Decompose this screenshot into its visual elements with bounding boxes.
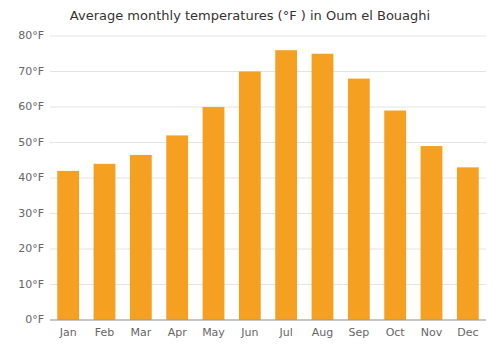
title: Average monthly temperatures (°F ) in Ou…	[70, 8, 430, 23]
grid-line	[50, 320, 486, 321]
bar	[94, 164, 116, 320]
grid-line	[50, 71, 486, 72]
y-tick-label: 20°F	[18, 242, 44, 255]
chart: 0°F 10°F 20°F 30°F 40°F 50°F 60°F 70°F 80°F Jan Fe…	[0, 0, 500, 350]
bar	[130, 155, 152, 320]
y-tick-label: 70°F	[18, 65, 44, 78]
bar	[166, 135, 188, 320]
grid-line	[50, 107, 486, 108]
bar	[312, 54, 334, 320]
bar	[203, 107, 225, 320]
x-tick-label: Jul	[279, 326, 293, 339]
bar	[57, 171, 79, 320]
bar	[457, 167, 479, 320]
y-tick-label: 50°F	[18, 136, 44, 149]
x-tick-label: Nov	[421, 326, 443, 339]
bar	[348, 79, 370, 320]
bars	[57, 50, 478, 320]
x-tick-label: Oct	[386, 326, 406, 339]
y-tick-label: 0°F	[25, 313, 44, 326]
x-tick-label: Apr	[168, 326, 188, 339]
x-tick-label: Aug	[312, 326, 333, 339]
x-tick-label: Jun	[240, 326, 258, 339]
bar	[421, 146, 443, 320]
y-tick-label: 30°F	[18, 207, 44, 220]
bar	[384, 111, 406, 320]
page: {"chart_data": {"type": "bar", "title": …	[0, 0, 500, 350]
x-axis-line	[50, 320, 486, 321]
x-tick-label: Feb	[95, 326, 114, 339]
chart-container: 0°F 10°F 20°F 30°F 40°F 50°F 60°F 70°F 80°F Jan Fe…	[0, 0, 500, 350]
y-tick-label: 40°F	[18, 171, 44, 184]
x-tick-label: Jan	[59, 326, 77, 339]
x-tick-label: Sep	[348, 326, 369, 339]
x-tick-label: Mar	[130, 326, 151, 339]
bar	[239, 72, 261, 321]
y-grid	[50, 36, 486, 320]
x-tick-label: May	[202, 326, 225, 339]
grid-line	[50, 142, 486, 143]
y-tick-label: 10°F	[18, 278, 44, 291]
x-tick-label: Dec	[457, 326, 478, 339]
grid-line	[50, 36, 486, 37]
y-tick-label: 80°F	[18, 29, 44, 42]
y-axis: 0°F 10°F 20°F 30°F 40°F 50°F 60°F 70°F 80°F	[18, 29, 44, 326]
bar	[275, 50, 297, 320]
x-axis: Jan Feb Mar Apr May Jun Jul Aug Sep Oct Nov Dec	[50, 320, 486, 339]
y-tick-label: 60°F	[18, 100, 44, 113]
